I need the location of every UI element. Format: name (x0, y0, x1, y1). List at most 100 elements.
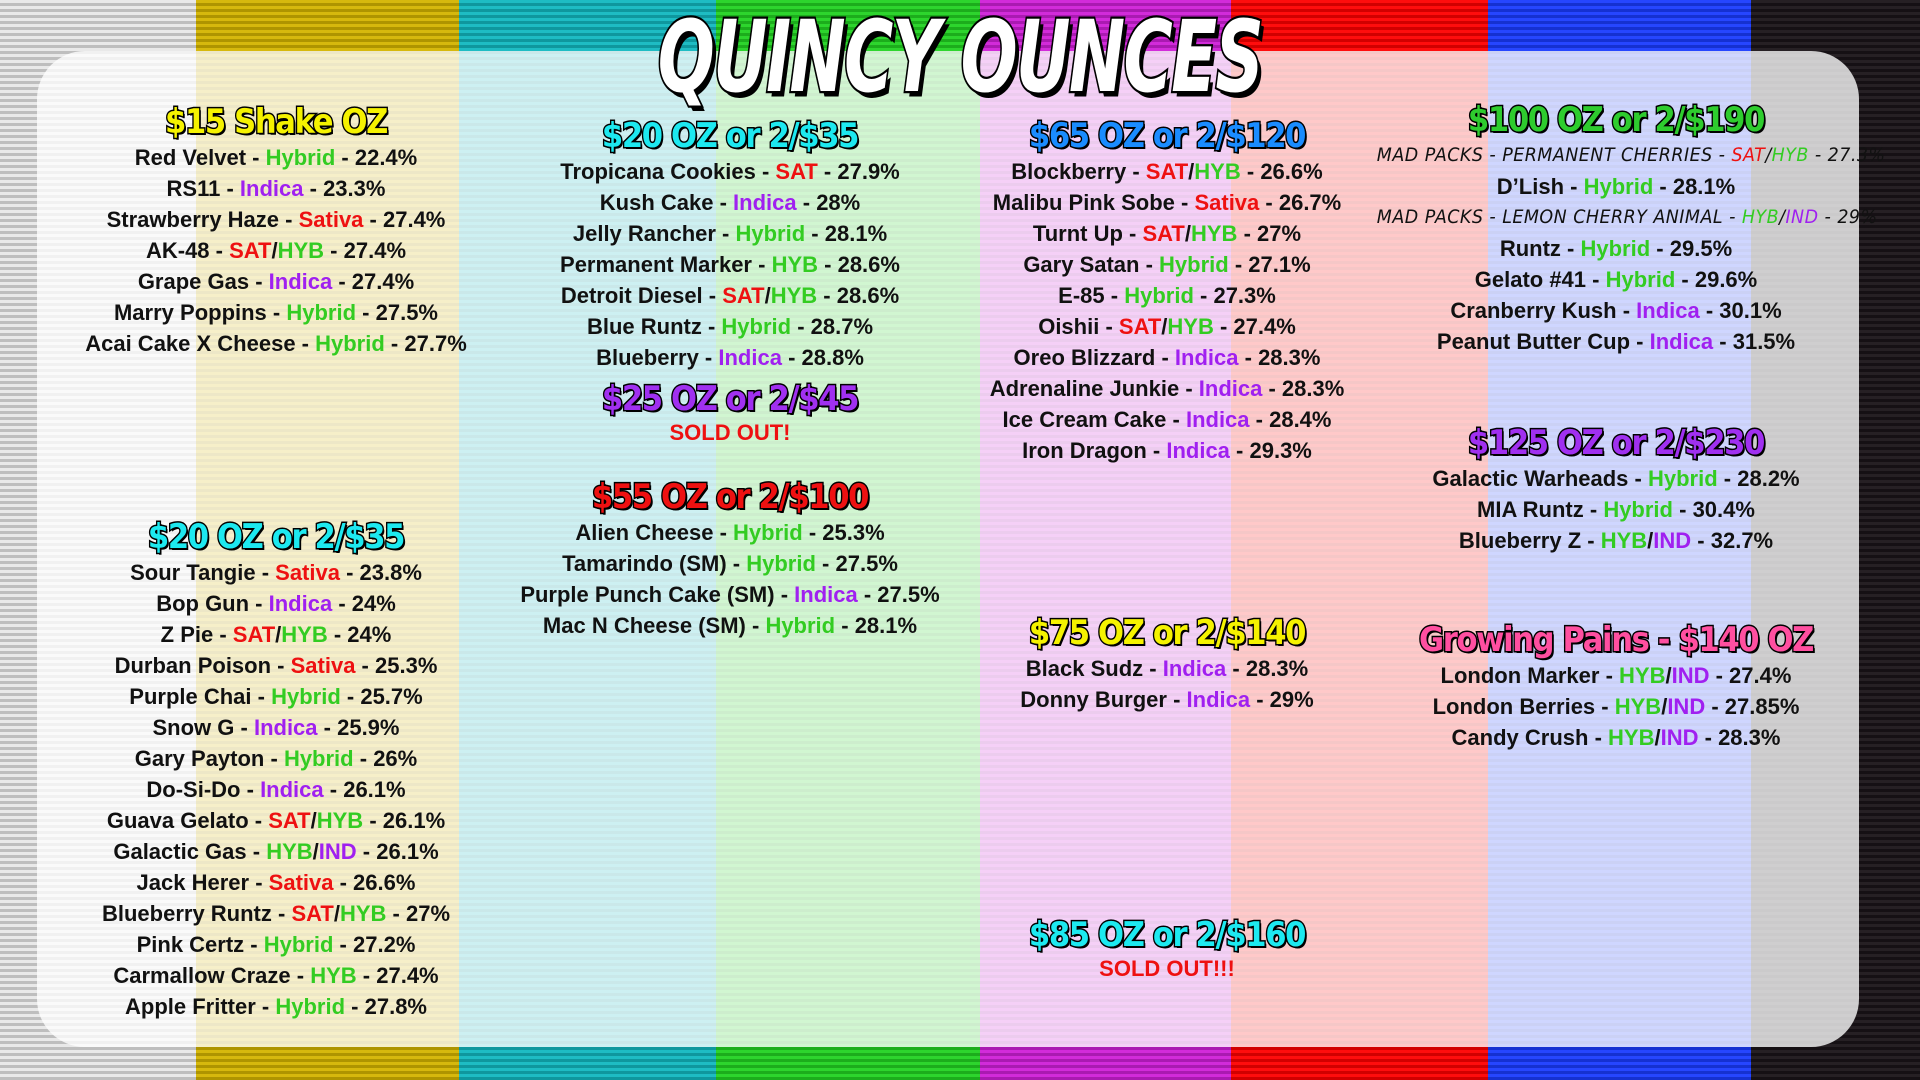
strain-item: Durban Poison - Sativa - 25.3% (114, 653, 438, 678)
thc-percent: 28.6% (837, 252, 900, 277)
strain-item: Blueberry Runtz - SAT/HYB - 27% (101, 901, 451, 926)
price-section: $25 OZ or 2/$45 SOLD OUT! (470, 378, 990, 447)
strain-name: Oreo Blizzard (1013, 345, 1156, 370)
thc-percent: 27.3% (1213, 283, 1276, 308)
strain-type: / (333, 901, 340, 926)
strain-type: Hybrid (263, 932, 334, 957)
strain-type: / (1161, 314, 1168, 339)
strain-type: HYB (339, 901, 387, 926)
strain-type: Hybrid (1647, 466, 1718, 491)
strain-item: Mac N Cheese (SM) - Hybrid - 28.1% (542, 613, 918, 638)
thc-percent: 29.6% (1694, 267, 1758, 292)
strain-type: Hybrid (1583, 174, 1654, 199)
strain-item: London Marker - HYB/IND - 27.4% (1440, 663, 1792, 688)
thc-percent: 28.3% (1718, 725, 1781, 750)
strain-type: HYB (1771, 144, 1809, 166)
strain-type: Indica (1636, 298, 1700, 323)
strain-type: SAT (1118, 314, 1162, 339)
section-header: $55 OZ or 2/$100 (591, 476, 871, 519)
strain-name: Turnt Up (1032, 221, 1123, 246)
strain-type: HYB (1614, 694, 1662, 719)
strain-item: Bop Gun - Indica - 24% (156, 591, 396, 616)
strain-item: Iron Dragon - Indica - 29.3% (1022, 438, 1312, 463)
strain-type: / (1647, 528, 1654, 553)
strain-type: SAT (1142, 221, 1185, 246)
thc-percent: 27% (1257, 221, 1302, 246)
strain-item: Tropicana Cookies - SAT - 27.9% (560, 159, 900, 184)
thc-percent: 28.3% (1245, 656, 1309, 681)
strain-type: / (312, 839, 319, 864)
strain-name: Permanent Marker (560, 252, 752, 277)
thc-percent: 28.1% (854, 613, 918, 638)
strain-type: HYB (277, 238, 325, 263)
price-section: $20 OZ or 2/$35 Sour Tangie - Sativa - 23… (16, 516, 536, 1022)
menu-panel (37, 51, 1859, 1047)
strain-item: Black Sudz - Indica - 28.3% (1025, 656, 1309, 681)
strain-type: IND (318, 839, 357, 864)
strain-name: Blue Runtz (586, 314, 702, 339)
thc-percent: 31.5% (1732, 329, 1796, 354)
strain-item: Jelly Rancher - Hybrid - 28.1% (572, 221, 888, 246)
strain-type: Indica (794, 582, 858, 607)
strain-name: Adrenaline Junkie (989, 376, 1180, 401)
strain-name: Acai Cake X Cheese (85, 331, 296, 356)
thc-percent: 25.9% (337, 715, 400, 740)
thc-percent: 26.6% (1260, 159, 1323, 184)
thc-percent: 26.1% (382, 808, 446, 833)
strain-type: Sativa (275, 560, 340, 585)
strain-item: Candy Crush - HYB/IND - 28.3% (1451, 725, 1781, 750)
strain-item: Ice Cream Cake - Indica - 28.4% (1002, 407, 1332, 432)
thc-percent: 25.3% (375, 653, 438, 678)
thc-percent: 28.7% (810, 314, 874, 339)
strain-name: Pink Certz (136, 932, 245, 957)
strain-type: / (1188, 159, 1195, 184)
strain-item: Oishii - SAT/HYB - 27.4% (1038, 314, 1296, 339)
strain-item: Apple Fritter - Hybrid - 27.8% (125, 994, 427, 1019)
thc-percent: 27.5% (877, 582, 940, 607)
strain-type: SAT (775, 159, 818, 184)
price-section: $85 OZ or 2/$160 SOLD OUT!!! (907, 914, 1427, 983)
strain-type: / (275, 622, 282, 647)
thc-percent: 27.4% (1233, 314, 1296, 339)
strain-name: Cranberry Kush (1450, 298, 1617, 323)
strain-name: Malibu Pink Sobe (992, 190, 1175, 215)
strain-type: / (271, 238, 278, 263)
strain-name: MIA Runtz (1477, 497, 1584, 522)
strain-name: Tropicana Cookies (560, 159, 756, 184)
thc-percent: 29% (1269, 687, 1314, 712)
strain-item: Malibu Pink Sobe - Sativa - 26.7% (992, 190, 1342, 215)
strain-type: / (1779, 206, 1786, 228)
strain-type: IND (1653, 528, 1692, 553)
strain-type: HYB (310, 963, 357, 988)
thc-percent: 28.2% (1737, 466, 1800, 491)
strain-type: / (1661, 694, 1668, 719)
strain-item: Guava Gelato - SAT/HYB - 26.1% (106, 808, 446, 833)
strain-type: HYB (1741, 206, 1780, 228)
strain-name: Mac N Cheese (SM) (542, 613, 746, 638)
thc-percent: 27.85% (1724, 694, 1800, 719)
price-section: $20 OZ or 2/$35 Tropicana Cookies - SAT -… (470, 115, 990, 373)
strain-type: Indica (1649, 329, 1714, 354)
section-header: Growing Pains - $140 OZ (1418, 619, 1816, 662)
thc-percent: 27% (405, 901, 451, 926)
thc-percent: 27.3% (1827, 144, 1886, 166)
strain-item: Adrenaline Junkie - Indica - 28.3% (989, 376, 1345, 401)
strain-name: Mad Packs - Permanent Cherries (1376, 144, 1713, 166)
strain-name: Durban Poison (114, 653, 272, 678)
thc-percent: 27.4% (382, 207, 446, 232)
strain-name: Carmallow Craze (113, 963, 291, 988)
strain-name: Marry Poppins (113, 300, 267, 325)
strain-name: Purple Punch Cake (SM) (520, 582, 775, 607)
strain-name: Oishii (1038, 314, 1100, 339)
strain-name: Galactic Warheads (1432, 466, 1629, 491)
strain-name: RS11 (166, 176, 221, 201)
price-section: $100 OZ or 2/$190 Mad Packs - Permanent C… (1356, 99, 1885, 357)
thc-percent: 27.9% (837, 159, 900, 184)
strain-name: Grape Gas (137, 269, 250, 294)
section-header: $100 OZ or 2/$190 (1467, 99, 1767, 142)
strain-item: Jack Herer - Sativa - 26.6% (136, 870, 416, 895)
thc-percent: 27.4% (343, 238, 407, 263)
strain-type: SAT (232, 622, 276, 647)
strain-type: Indica (268, 591, 333, 616)
price-section: $65 OZ or 2/$120 Blockberry - SAT/HYB - 2… (907, 115, 1427, 466)
